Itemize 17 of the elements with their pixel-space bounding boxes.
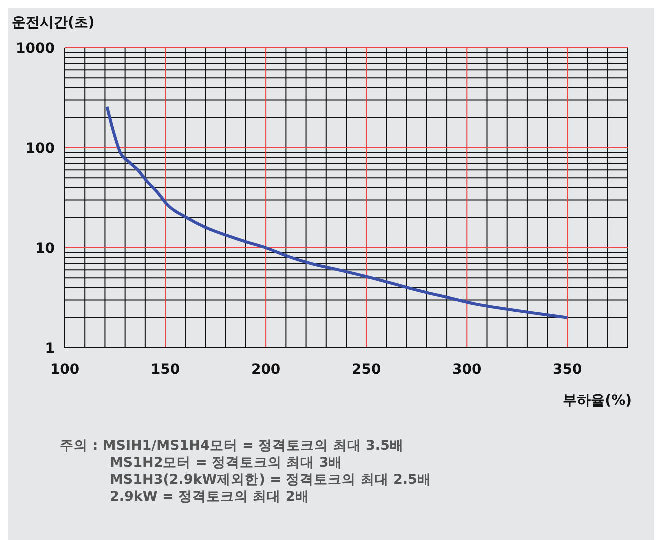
text: MS1H2모터 = 정격토크의 최대 3배 <box>109 455 344 472</box>
y-tick-label: 100 <box>26 140 56 157</box>
x-axis-title: 부하율(%) <box>563 392 632 410</box>
y-axis-title: 운전시간(초) <box>12 14 95 32</box>
x-tick-label: 350 <box>553 362 583 378</box>
x-tick-label: 200 <box>251 362 281 378</box>
x-tick-label: 300 <box>452 362 482 378</box>
x-tick-label: 150 <box>150 362 180 378</box>
y-tick-label: 1000 <box>16 40 56 57</box>
y-tick-label: 10 <box>36 240 56 257</box>
text: 2.9kW = 정격토크의 최대 2배 <box>109 489 310 506</box>
text: MS1H3(2.9kW제외한) = 정격토크의 최대 2.5배 <box>109 472 432 489</box>
line-series <box>106 105 570 320</box>
x-tick-label: 100 <box>50 362 80 378</box>
text: 주의 : MSIH1/MS1H4모터 = 정격토크의 최대 3.5배 <box>60 438 405 455</box>
y-tick-label: 1 <box>45 340 55 357</box>
x-tick-label: 250 <box>352 362 382 378</box>
